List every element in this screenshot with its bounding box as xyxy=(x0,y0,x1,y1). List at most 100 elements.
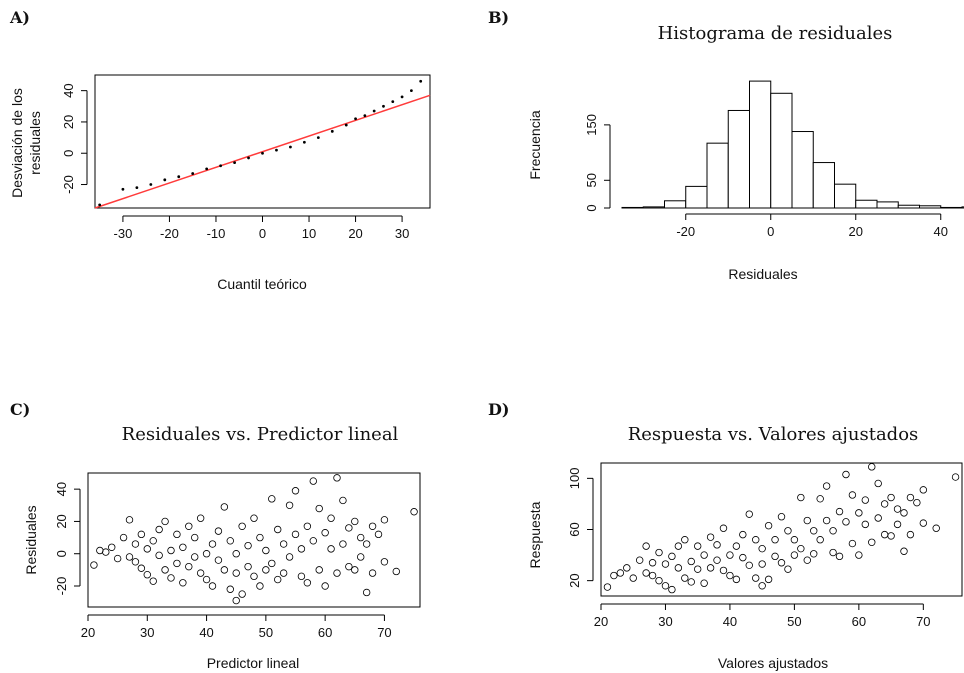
data-point xyxy=(191,172,195,175)
data-point xyxy=(693,565,702,573)
data-point xyxy=(262,546,270,555)
panel-c-title: Residuales vs. Predictor lineal xyxy=(122,424,399,445)
data-point xyxy=(244,562,252,571)
data-point xyxy=(303,579,312,587)
data-point xyxy=(250,572,258,581)
data-point xyxy=(842,470,850,479)
data-point xyxy=(316,136,320,139)
data-point xyxy=(291,487,300,495)
y-tick-label: 20 xyxy=(567,573,582,587)
data-point xyxy=(868,538,876,546)
data-point xyxy=(226,537,234,545)
data-point xyxy=(226,585,234,593)
histogram-bar xyxy=(770,92,793,209)
data-point xyxy=(137,530,146,539)
data-point xyxy=(309,477,317,485)
panel-d-xlabel: Valores ajustados xyxy=(718,655,828,671)
data-point xyxy=(893,520,902,529)
x-tick-label: 40 xyxy=(199,625,213,640)
data-point xyxy=(131,540,140,548)
data-point xyxy=(674,542,683,550)
data-point xyxy=(205,167,209,171)
data-point xyxy=(732,542,741,550)
plot-frame xyxy=(87,472,421,608)
data-point xyxy=(163,178,167,182)
data-point xyxy=(790,551,799,559)
data-point xyxy=(681,574,689,582)
data-point xyxy=(822,516,831,525)
y-tick-label: -20 xyxy=(61,175,76,194)
data-point xyxy=(706,564,715,572)
data-point xyxy=(131,558,140,566)
data-point xyxy=(655,576,663,585)
histogram-bar xyxy=(727,109,750,209)
data-point xyxy=(764,575,773,584)
data-point xyxy=(363,114,367,118)
data-point xyxy=(616,569,625,577)
plot-frame xyxy=(600,462,963,597)
panel-c-xlabel: Predictor lineal xyxy=(207,655,300,671)
histogram-bar xyxy=(664,200,687,209)
data-point xyxy=(285,553,294,561)
data-point xyxy=(256,533,264,542)
data-point xyxy=(900,547,908,555)
data-point xyxy=(610,571,618,580)
data-point xyxy=(191,533,199,542)
data-point xyxy=(149,577,157,585)
data-point xyxy=(330,129,334,133)
y-tick-label: 40 xyxy=(61,83,76,97)
panel-b: B) Histograma de residuales Residuales F… xyxy=(488,8,964,282)
data-point xyxy=(113,554,122,563)
y-tick-label: 150 xyxy=(584,114,599,136)
data-point xyxy=(339,496,347,505)
data-point xyxy=(125,516,134,524)
x-tick-label: 50 xyxy=(259,625,273,640)
histogram-bar xyxy=(876,201,899,209)
panel-d-letter: D) xyxy=(488,400,509,419)
data-point xyxy=(419,79,423,83)
data-point xyxy=(893,505,902,513)
data-point xyxy=(368,569,377,577)
data-point xyxy=(642,569,650,577)
data-point xyxy=(739,553,747,562)
data-point xyxy=(919,486,928,494)
histogram-bar xyxy=(621,206,644,209)
data-point xyxy=(861,520,870,529)
data-point xyxy=(268,495,276,503)
x-tick-label: 30 xyxy=(395,226,409,241)
data-point xyxy=(880,500,889,508)
data-point xyxy=(777,513,786,521)
y-tick-label: 0 xyxy=(61,150,76,157)
data-point xyxy=(635,556,644,564)
data-point xyxy=(232,596,240,605)
data-point xyxy=(291,530,300,539)
y-tick-label: 0 xyxy=(584,204,599,211)
data-point xyxy=(321,582,329,590)
data-point xyxy=(380,516,389,524)
data-point xyxy=(719,566,728,575)
x-tick-label: 60 xyxy=(852,614,866,629)
data-point xyxy=(202,575,211,584)
histogram-bar xyxy=(812,162,835,209)
data-point xyxy=(739,530,747,539)
data-point xyxy=(274,575,282,584)
data-point xyxy=(362,588,371,597)
panel-b-letter: B) xyxy=(488,8,509,27)
data-point xyxy=(357,553,365,561)
data-point xyxy=(185,522,193,530)
data-point xyxy=(196,569,205,577)
data-point xyxy=(829,548,837,557)
data-point xyxy=(919,519,928,527)
data-point xyxy=(906,530,915,539)
data-point xyxy=(648,571,657,580)
y-tick-label: -20 xyxy=(54,577,69,596)
data-point xyxy=(121,187,125,191)
x-tick-label: 70 xyxy=(916,614,930,629)
data-point xyxy=(409,89,413,93)
data-point xyxy=(400,95,404,99)
histogram-bar xyxy=(791,131,814,209)
data-point xyxy=(784,565,792,573)
data-point xyxy=(344,123,348,127)
data-point xyxy=(392,567,400,576)
